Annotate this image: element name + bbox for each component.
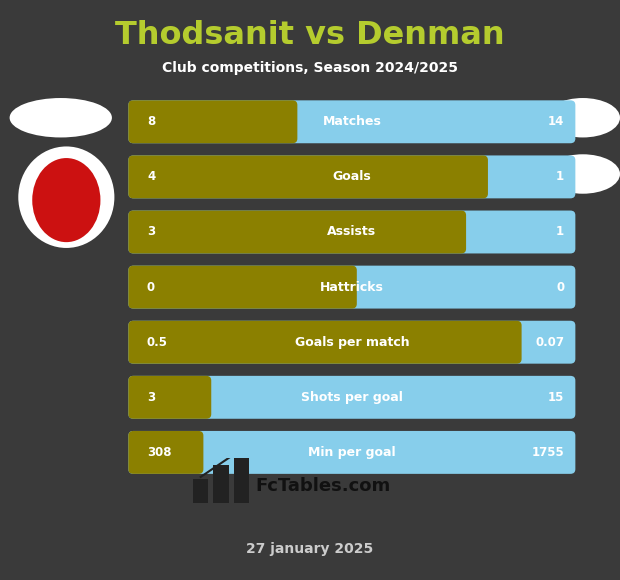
FancyBboxPatch shape — [128, 155, 488, 198]
Text: 1: 1 — [556, 171, 564, 183]
FancyBboxPatch shape — [128, 266, 575, 309]
Text: Assists: Assists — [327, 226, 376, 238]
FancyBboxPatch shape — [128, 321, 521, 364]
Ellipse shape — [10, 98, 112, 137]
Text: Min per goal: Min per goal — [308, 446, 396, 459]
FancyBboxPatch shape — [128, 431, 575, 474]
FancyBboxPatch shape — [128, 321, 575, 364]
Bar — [213, 465, 229, 503]
Text: Matches: Matches — [322, 115, 381, 128]
Text: Shots per goal: Shots per goal — [301, 391, 403, 404]
FancyBboxPatch shape — [128, 100, 298, 143]
Text: 0.5: 0.5 — [147, 336, 168, 349]
FancyBboxPatch shape — [128, 155, 575, 198]
Text: 0: 0 — [147, 281, 155, 293]
Text: Hattricks: Hattricks — [320, 281, 384, 293]
Bar — [193, 478, 208, 503]
Text: FcTables.com: FcTables.com — [255, 477, 391, 495]
Text: Goals: Goals — [332, 171, 371, 183]
Text: 1: 1 — [556, 226, 564, 238]
FancyBboxPatch shape — [128, 376, 575, 419]
FancyBboxPatch shape — [128, 211, 575, 253]
Text: 15: 15 — [548, 391, 564, 404]
FancyBboxPatch shape — [128, 431, 203, 474]
Text: 4: 4 — [147, 171, 155, 183]
Text: Club competitions, Season 2024/2025: Club competitions, Season 2024/2025 — [162, 61, 458, 75]
Text: 27 january 2025: 27 january 2025 — [246, 542, 374, 556]
Ellipse shape — [546, 154, 620, 194]
Bar — [234, 451, 249, 503]
Text: 308: 308 — [147, 446, 172, 459]
Ellipse shape — [546, 98, 620, 137]
Text: 14: 14 — [548, 115, 564, 128]
Text: 3: 3 — [147, 391, 155, 404]
FancyBboxPatch shape — [128, 211, 466, 253]
FancyBboxPatch shape — [128, 376, 211, 419]
FancyBboxPatch shape — [128, 100, 575, 143]
Text: Thodsanit vs Denman: Thodsanit vs Denman — [115, 20, 505, 51]
FancyBboxPatch shape — [128, 266, 357, 309]
Ellipse shape — [19, 146, 114, 248]
Text: Goals per match: Goals per match — [294, 336, 409, 349]
Text: 3: 3 — [147, 226, 155, 238]
Ellipse shape — [32, 158, 100, 242]
Text: 1755: 1755 — [531, 446, 564, 459]
Text: 0.07: 0.07 — [535, 336, 564, 349]
Text: 8: 8 — [147, 115, 155, 128]
Text: 0: 0 — [556, 281, 564, 293]
